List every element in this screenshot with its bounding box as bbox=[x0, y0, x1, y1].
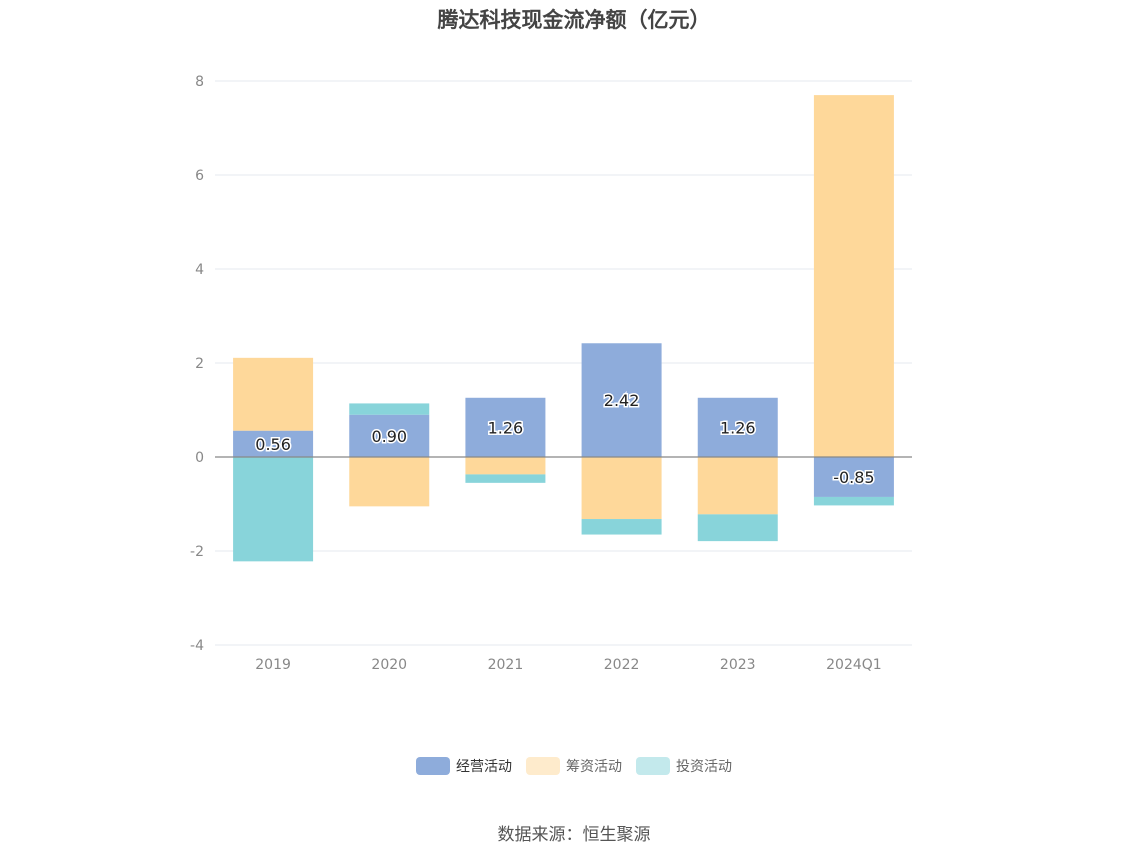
legend-label-financing: 筹资活动 bbox=[566, 759, 622, 775]
legend-swatch-operating bbox=[416, 757, 450, 775]
legend-item-financing[interactable]: 筹资活动 bbox=[526, 756, 622, 776]
bar-investing-2022[interactable] bbox=[581, 519, 662, 535]
y-tick-label: 2 bbox=[195, 356, 204, 372]
legend-label-operating: 经营活动 bbox=[456, 759, 512, 775]
y-tick-label: 8 bbox=[195, 74, 204, 90]
data-label-2021: 1.26 bbox=[488, 418, 524, 437]
bar-investing-2019[interactable] bbox=[233, 457, 314, 562]
bar-operating-2020[interactable] bbox=[349, 414, 430, 457]
legend-swatch-financing bbox=[526, 757, 560, 775]
bar-financing-2024Q1[interactable] bbox=[813, 95, 894, 457]
x-tick-label: 2022 bbox=[604, 657, 640, 673]
bar-investing-2023[interactable] bbox=[697, 514, 778, 542]
bar-operating-2024Q1[interactable] bbox=[813, 457, 894, 497]
bar-operating-2021[interactable] bbox=[465, 397, 546, 457]
x-tick-label: 2020 bbox=[371, 657, 407, 673]
bars bbox=[233, 95, 894, 562]
x-axis-ticks: 2019 2020 2021 2022 2023 2024Q1 bbox=[255, 657, 881, 673]
bar-operating-2022[interactable] bbox=[581, 343, 662, 457]
x-tick-label: 2023 bbox=[720, 657, 756, 673]
data-label-2024Q1: -0.85 bbox=[833, 468, 874, 487]
x-tick-label: 2019 bbox=[255, 657, 291, 673]
chart-title: 腾达科技现金流净额（亿元） bbox=[437, 8, 711, 32]
bar-financing-2019[interactable] bbox=[233, 357, 314, 431]
bar-investing-2024Q1[interactable] bbox=[813, 496, 894, 506]
data-label-2023: 1.26 bbox=[720, 418, 756, 437]
y-axis-ticks: -4 -2 0 2 4 6 8 bbox=[190, 74, 204, 654]
data-label-2022: 2.42 bbox=[604, 391, 640, 410]
bar-operating-2023[interactable] bbox=[697, 397, 778, 457]
bar-investing-2020[interactable] bbox=[349, 403, 430, 415]
data-labels: 0.56 0.90 1.26 2.42 1.26 -0.85 bbox=[254, 390, 876, 489]
grid-lines bbox=[215, 80, 912, 646]
bar-financing-2021[interactable] bbox=[465, 457, 546, 475]
x-tick-label: 2024Q1 bbox=[826, 657, 882, 673]
data-label-2019: 0.56 bbox=[255, 435, 291, 454]
data-source: 数据来源：恒生聚源 bbox=[497, 825, 651, 845]
legend-item-investing[interactable]: 投资活动 bbox=[636, 756, 732, 776]
legend-swatch-investing bbox=[636, 757, 670, 775]
x-tick-label: 2021 bbox=[488, 657, 524, 673]
y-tick-label: -2 bbox=[190, 544, 204, 560]
y-tick-label: 0 bbox=[195, 450, 204, 466]
bar-financing-2022[interactable] bbox=[581, 457, 662, 520]
legend-item-operating[interactable]: 经营活动 bbox=[416, 756, 512, 776]
y-tick-label: 6 bbox=[195, 168, 204, 184]
data-label-2020: 0.90 bbox=[371, 427, 407, 446]
y-tick-label: -4 bbox=[190, 638, 204, 654]
legend-label-investing: 投资活动 bbox=[676, 759, 732, 775]
bar-investing-2021[interactable] bbox=[465, 474, 546, 483]
y-tick-label: 4 bbox=[195, 262, 204, 278]
legend: 经营活动 筹资活动 投资活动 bbox=[0, 756, 1148, 776]
bar-financing-2020[interactable] bbox=[349, 457, 430, 507]
bar-operating-2019[interactable] bbox=[233, 430, 314, 457]
bar-financing-2023[interactable] bbox=[697, 457, 778, 515]
cashflow-chart: -4 -2 0 2 4 6 8 2019 2020 2021 2022 2023 2024Q1 0.5… bbox=[190, 74, 912, 673]
